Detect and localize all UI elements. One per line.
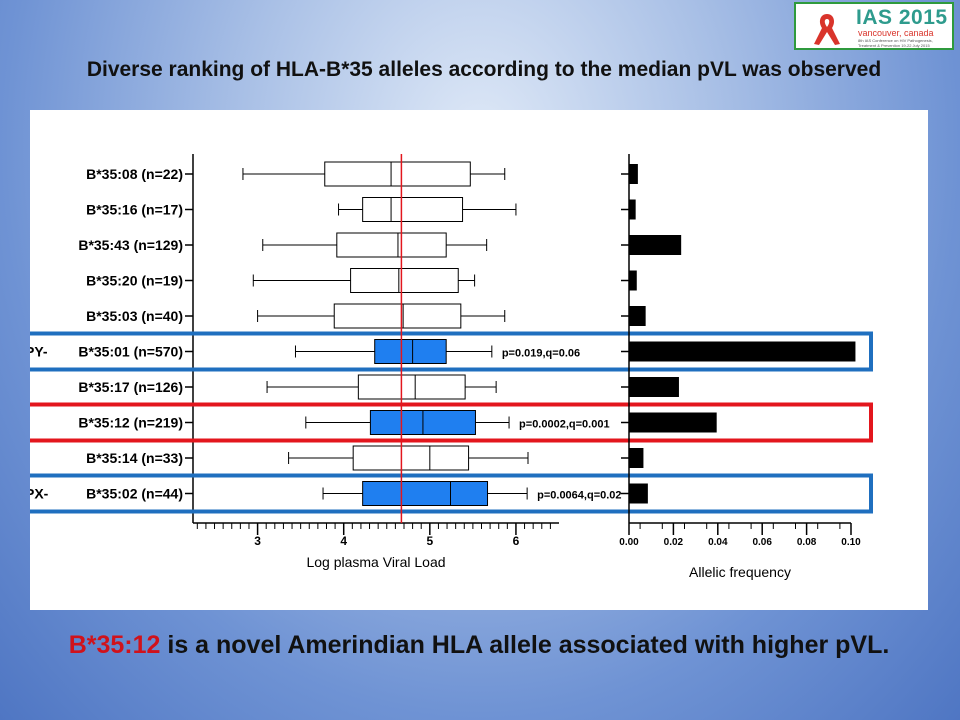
box: [333, 303, 462, 329]
conclusion: B*35:12 is a novel Amerindian HLA allele…: [30, 630, 928, 660]
bar-x-axis-label: Allelic frequency: [689, 564, 791, 580]
box-x-axis-label: Log plasma Viral Load: [306, 554, 445, 570]
slide-title: Diverse ranking of HLA-B*35 alleles acco…: [86, 58, 882, 81]
highlight-frame: [30, 331, 873, 372]
bar-x-tick-label: 0.08: [797, 537, 817, 548]
box-x-tick-label: 4: [340, 534, 347, 548]
red-ribbon-icon: [814, 14, 840, 45]
category-label: B*35:01 (n=570): [78, 344, 183, 360]
bar-x-tick-label: 0.06: [752, 537, 772, 548]
category-label: B*35:17 (n=126): [78, 379, 183, 395]
category-label: B*35:14 (n=33): [86, 450, 183, 466]
frequency-bar: [629, 199, 636, 220]
frequency-bar: [629, 377, 679, 397]
box: [350, 268, 459, 293]
frequency-bar: [629, 164, 638, 184]
category-prefix: PY-: [30, 344, 48, 360]
conference-logo: IAS 2015 vancouver, canada 8th IAS Confe…: [794, 2, 954, 50]
chart-panel: 3 4 5 6 Log plasma Viral Load B*35:08 (n=22) B…: [30, 110, 928, 610]
p-value-annotation: p=0.0064,q=0.02: [537, 490, 621, 502]
category-prefix: PX-: [30, 486, 49, 502]
box: [374, 339, 447, 364]
highlight-frame: [30, 402, 873, 443]
box: [324, 161, 471, 187]
frequency-bar: [629, 412, 717, 433]
box: [336, 232, 447, 258]
box: [362, 197, 464, 222]
category-label: B*35:16 (n=17): [86, 202, 183, 218]
frequency-bar: [629, 448, 644, 468]
category-label: B*35:43 (n=129): [78, 237, 183, 253]
frequency-bar: [629, 483, 648, 504]
category-label: B*35:03 (n=40): [86, 308, 183, 324]
logo-subtitle: 8th IAS Conference on HIV Pathogenesis, …: [858, 38, 933, 48]
category-label: B*35:02 (n=44): [86, 486, 183, 502]
logo-location: vancouver, canada: [858, 28, 934, 38]
box: [352, 445, 470, 471]
frequency-bar: [629, 235, 682, 255]
conclusion-allele: B*35:12: [68, 631, 161, 659]
box-x-tick-label: 5: [426, 534, 433, 548]
box-x-tick-label: 6: [513, 534, 520, 548]
p-value-annotation: p=0.0002,q=0.001: [519, 419, 610, 431]
category-label: B*35:08 (n=22): [86, 166, 183, 182]
frequency-bar: [629, 270, 637, 291]
frequency-bar: [629, 341, 856, 362]
box-x-tick-label: 3: [254, 534, 261, 548]
bar-x-tick-label: 0.02: [664, 537, 684, 548]
p-value-annotation: p=0.019,q=0.06: [502, 348, 580, 360]
box: [362, 481, 489, 506]
bar-x-tick-label: 0.10: [841, 537, 861, 548]
bar-x-tick-label: 0.00: [619, 537, 639, 548]
conclusion-text: is a novel Amerindian HLA allele associa…: [160, 631, 890, 659]
hla-chart: 3 4 5 6 Log plasma Viral Load B*35:08 (n=22) B…: [30, 154, 873, 580]
frequency-bar: [629, 306, 646, 326]
bar-x-tick-label: 0.04: [708, 537, 728, 548]
category-label: B*35:20 (n=19): [86, 273, 183, 289]
highlight-frame: [30, 473, 873, 514]
box: [357, 374, 466, 400]
category-label: B*35:12 (n=219): [78, 415, 183, 431]
logo-name: IAS 2015: [856, 6, 948, 29]
